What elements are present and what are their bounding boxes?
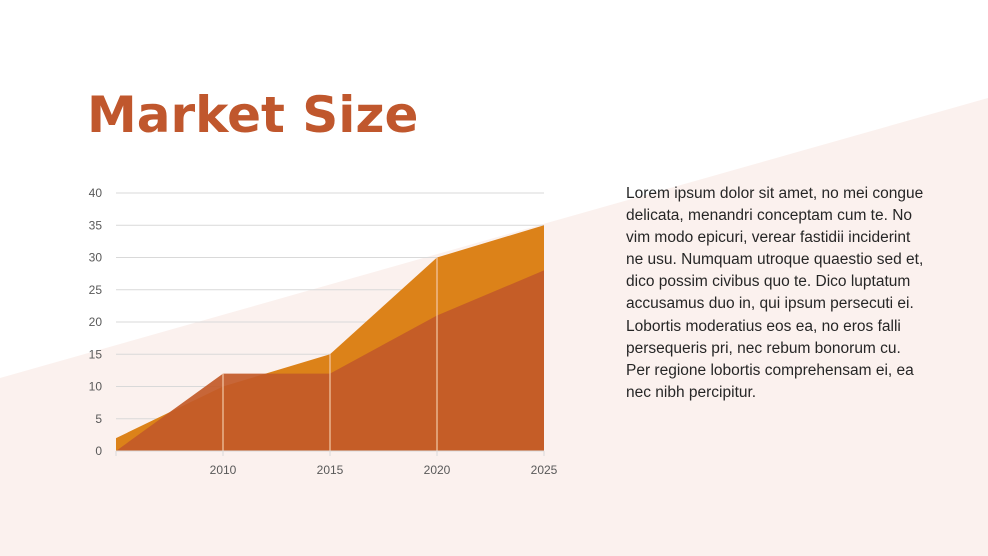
- y-tick-label: 20: [89, 315, 103, 329]
- body-paragraph: Lorem ipsum dolor sit amet, no mei congu…: [626, 185, 924, 401]
- y-tick-label: 5: [95, 412, 102, 426]
- chart-category-lines: [222, 257, 438, 451]
- x-axis: [115, 450, 545, 456]
- y-tick-label: 35: [89, 218, 103, 232]
- x-tick-label: 2020: [424, 463, 451, 477]
- y-tick-label: 10: [89, 380, 103, 394]
- y-tick-label: 25: [89, 283, 103, 297]
- y-tick-label: 30: [89, 251, 103, 265]
- slide-title: Market Size: [87, 86, 419, 144]
- x-tick-label: 2015: [317, 463, 344, 477]
- x-tick-label: 2010: [210, 463, 237, 477]
- y-tick-label: 40: [89, 186, 103, 200]
- y-tick-label: 0: [95, 444, 102, 458]
- x-tick-label: 2025: [531, 463, 558, 477]
- y-tick-label: 15: [89, 347, 103, 361]
- x-axis-tick-labels: 2010 2015 2020 2025: [210, 463, 558, 477]
- y-axis-tick-labels: 0 5 10 15 20 25 30 35 40: [89, 186, 103, 458]
